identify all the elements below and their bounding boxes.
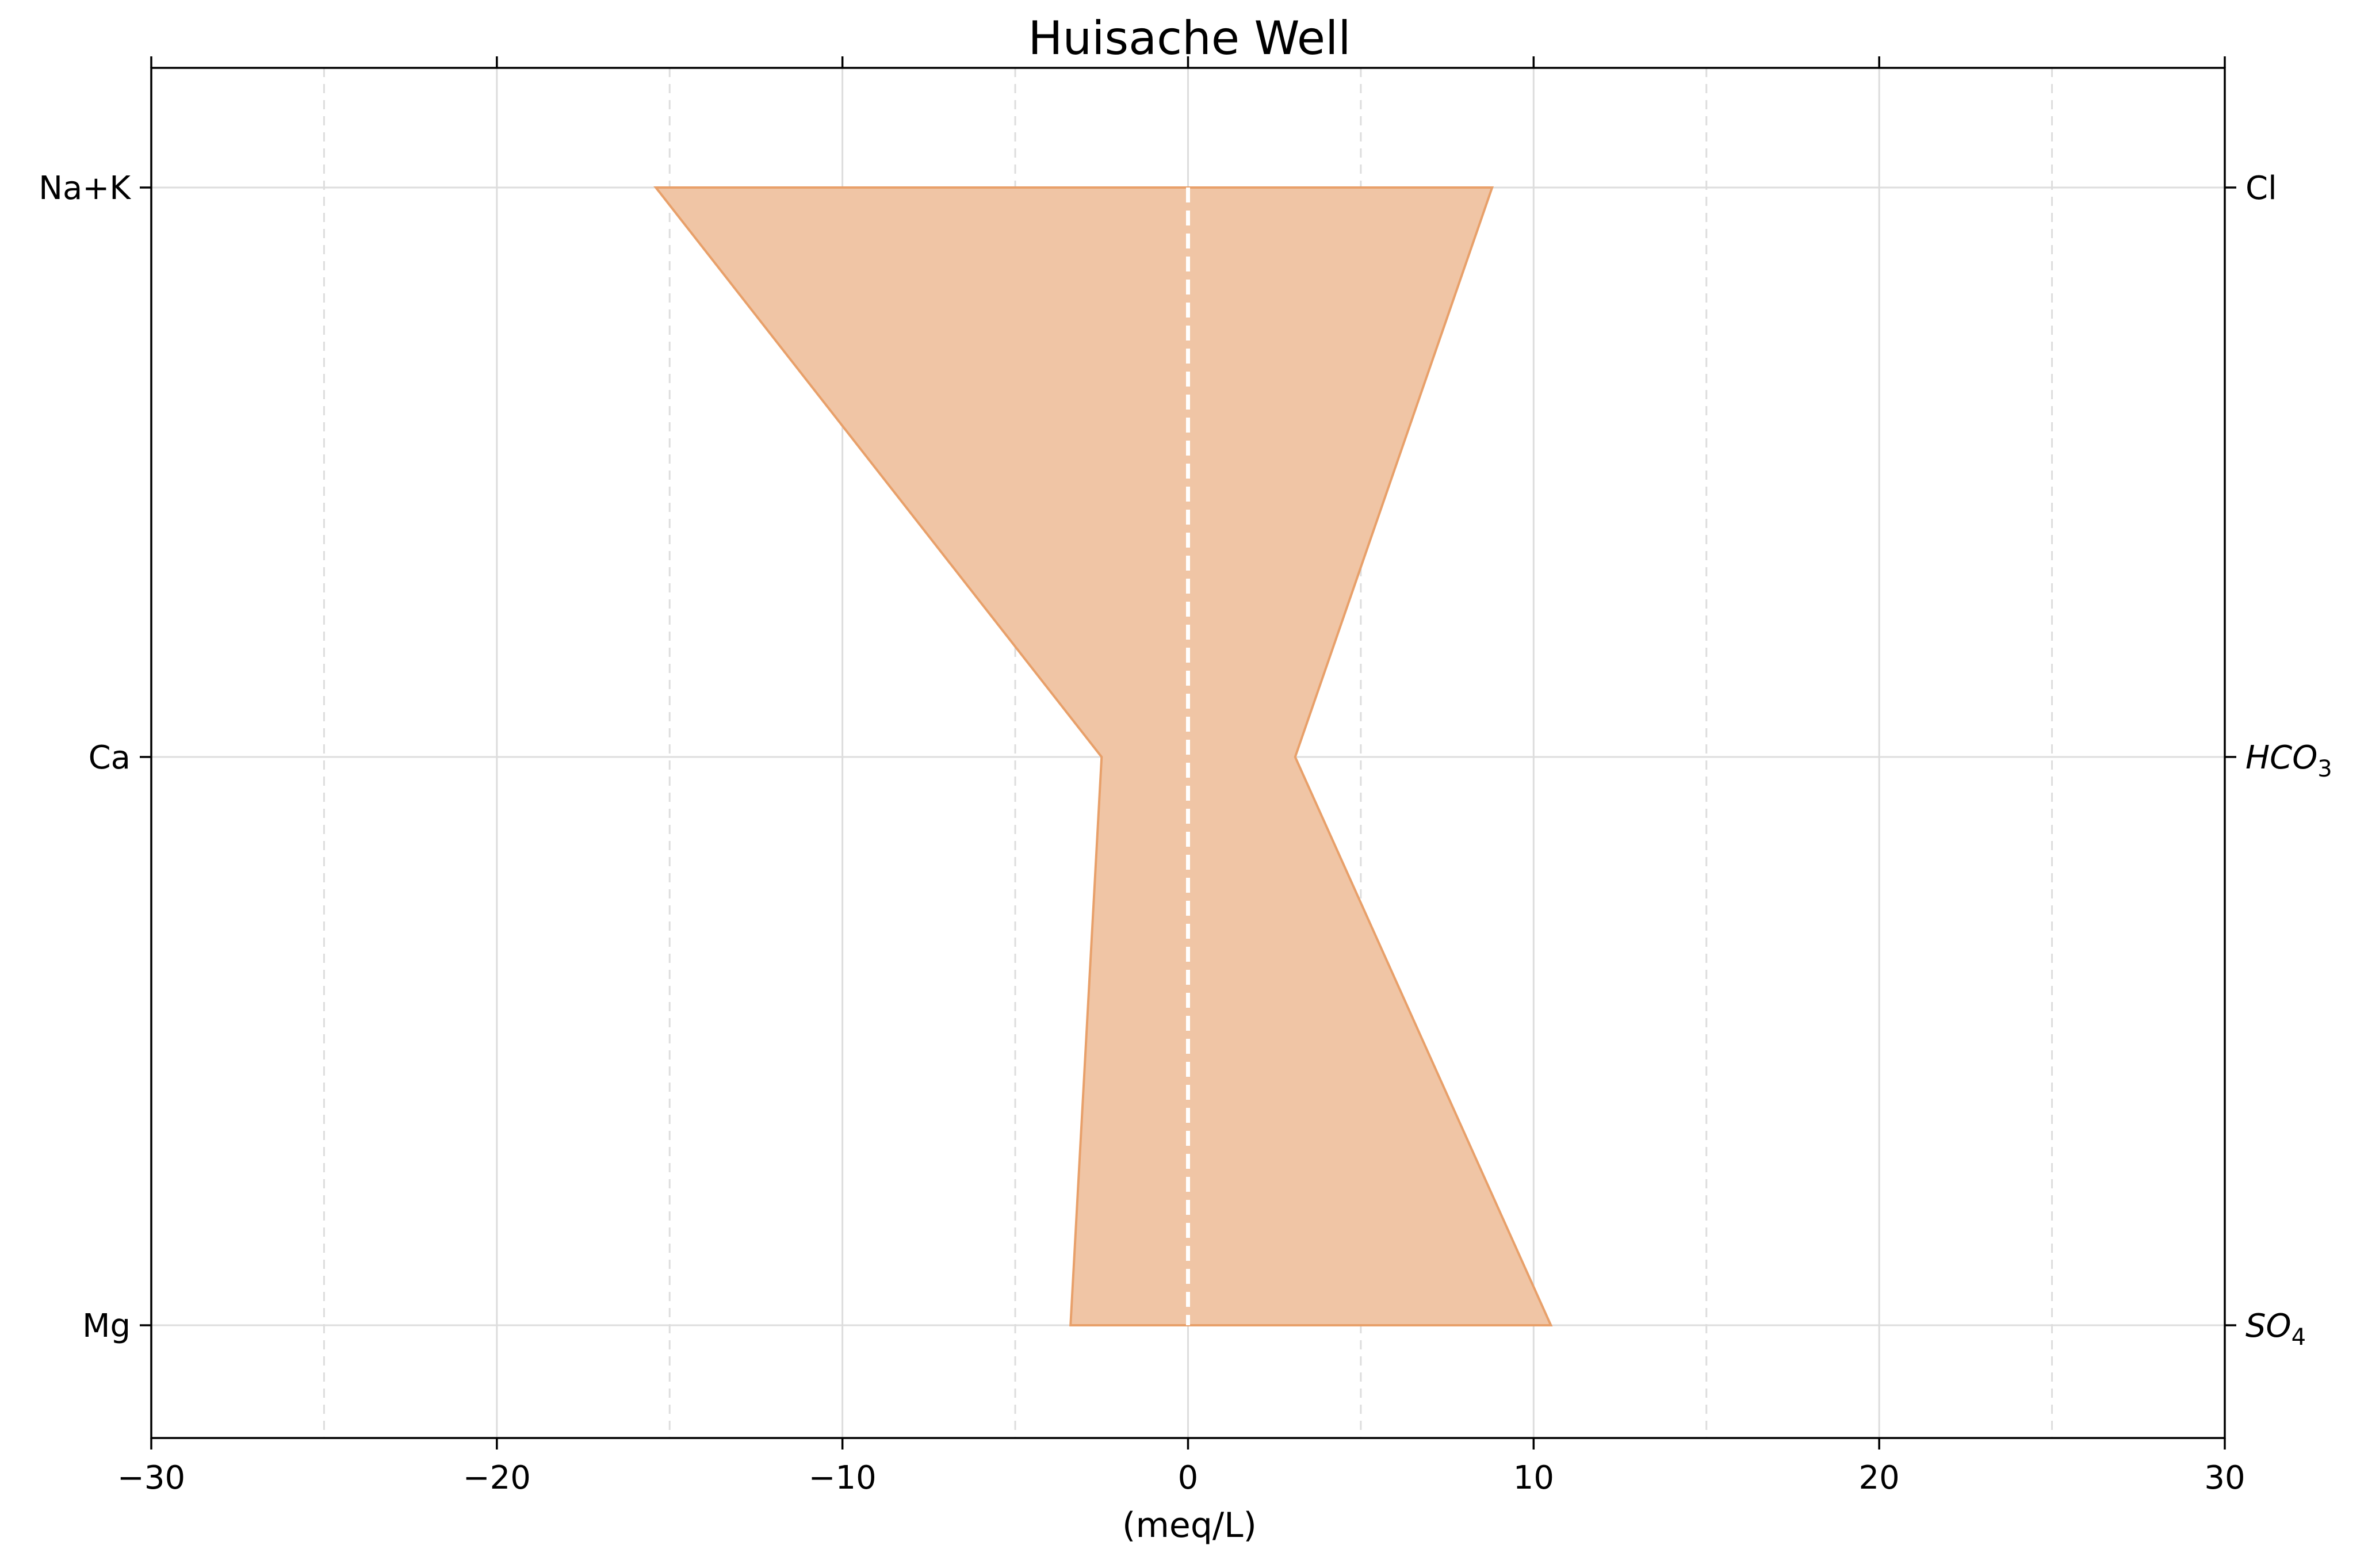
x-axis-title: (meq/L) (1122, 1505, 1257, 1546)
x-tick-label: −10 (809, 1459, 877, 1497)
stiff-polygon (653, 186, 1553, 1326)
cation-label: Na+K (39, 170, 131, 207)
anion-label: Cl (2245, 170, 2277, 207)
polygon-layer (653, 186, 1553, 1326)
cation-label: Mg (82, 1307, 131, 1345)
x-tick-label: 10 (1513, 1459, 1554, 1497)
anion-label-subscript: 4 (2292, 1324, 2306, 1351)
ticks-layer (140, 56, 2236, 1450)
labels-layer: −30 −20 −10 0 10 20 30 Na+K Ca Mg Cl HCO3 SO4 (39, 170, 2332, 1497)
x-tick-label: 20 (1859, 1459, 1900, 1497)
anion-label-base: HCO (2245, 739, 2317, 777)
anion-label: SO4 (2245, 1307, 2306, 1351)
cation-label: Ca (89, 739, 131, 777)
x-tick-label: −30 (117, 1459, 185, 1497)
anion-label-subscript: 3 (2317, 756, 2332, 782)
anion-label-base: SO (2245, 1307, 2292, 1345)
x-tick-label: 0 (1178, 1459, 1199, 1497)
chart-title: Huisache Well (1028, 12, 1351, 65)
anion-label: HCO3 (2245, 739, 2332, 782)
x-tick-label: −20 (463, 1459, 531, 1497)
x-tick-label: 30 (2204, 1459, 2245, 1497)
